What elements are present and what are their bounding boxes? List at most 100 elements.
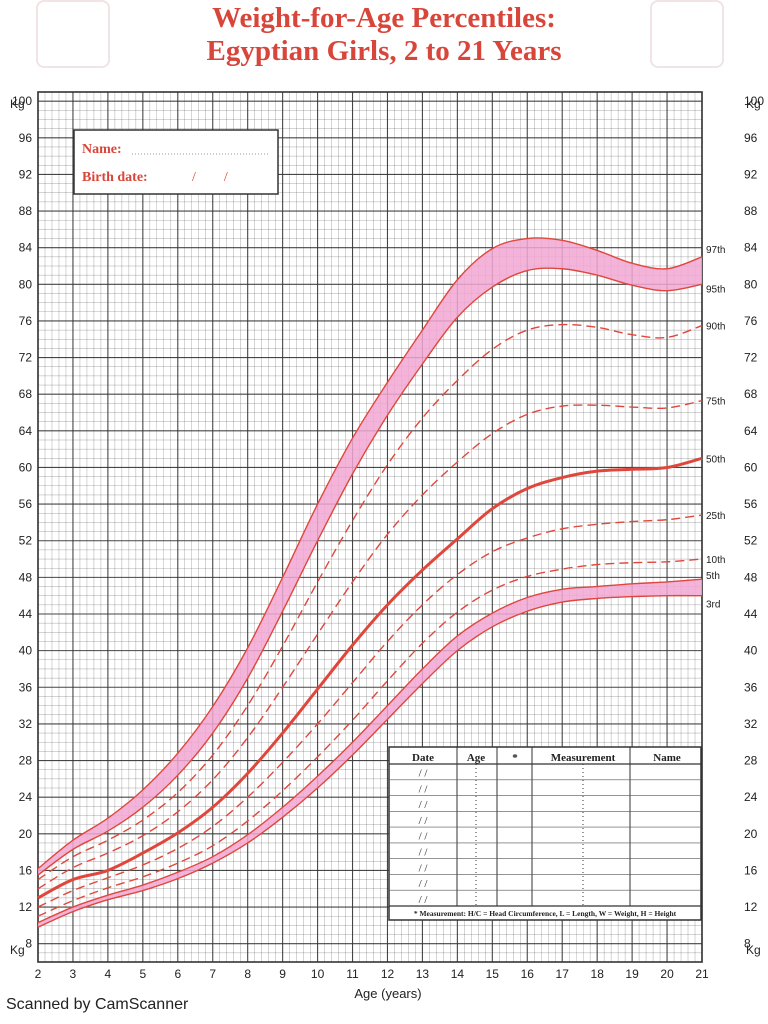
y-tick-label-right: 48 (744, 570, 758, 584)
chart-title-line-1: Weight-for-Age Percentiles: (212, 2, 556, 34)
y-tick-label-left: 32 (19, 717, 33, 731)
x-tick-label: 6 (174, 967, 181, 981)
y-tick-label-left: 8 (25, 937, 32, 951)
y-tick-label-right: 76 (744, 314, 758, 328)
y-tick-label-left: 28 (19, 754, 33, 768)
x-tick-label: 12 (381, 967, 395, 981)
y-tick-label-left: 92 (19, 167, 33, 181)
y-tick-label-left: 84 (19, 241, 33, 255)
record-footnote: * Measurement: H/C = Head Circumference,… (414, 909, 677, 918)
y-tick-label-right: 52 (744, 534, 758, 548)
birth-date-slashes: / / (192, 170, 228, 185)
curve-10th (37, 558, 703, 917)
record-date-mark: / / (419, 862, 429, 874)
series-label-97th: 97th (706, 245, 725, 256)
record-header-age: Age (467, 752, 485, 764)
curve-75th (37, 399, 703, 890)
x-tick-label: 21 (695, 967, 709, 981)
record-date-mark: / / (419, 847, 429, 859)
x-tick-label: 2 (35, 967, 42, 981)
y-tick-label-right: 8 (744, 937, 751, 951)
y-tick-label-left: 24 (19, 790, 33, 804)
record-header-date: Date (412, 752, 434, 764)
y-unit-label-top-left: Kg (10, 97, 25, 111)
record-date-mark: / / (419, 878, 429, 890)
y-tick-label-left: 36 (19, 680, 33, 694)
record-date-mark: / / (419, 768, 429, 780)
x-tick-label: 11 (346, 967, 359, 981)
y-tick-label-right: 36 (744, 680, 758, 694)
x-tick-label: 13 (416, 967, 430, 981)
name-box: Name: Birth date: / / (73, 129, 279, 195)
y-tick-label-right: 60 (744, 461, 758, 475)
x-tick-label: 9 (279, 967, 286, 981)
y-tick-label-left: 16 (19, 863, 33, 877)
y-tick-label-right: 20 (744, 827, 758, 841)
left-seal-watermark (36, 0, 110, 68)
curve-3rd (37, 594, 703, 928)
y-tick-label-left: 100 (12, 94, 32, 108)
measurement-record-table: Date Age * Measurement Name / / / / / / / /… (388, 746, 702, 921)
series-label-10th: 10th (706, 555, 725, 566)
percentile-curves (37, 237, 703, 928)
series-label-25th: 25th (706, 511, 725, 522)
x-tick-label: 19 (625, 967, 639, 981)
x-tick-label: 14 (451, 967, 465, 981)
y-unit-label-bottom-left: Kg (10, 943, 25, 957)
y-tick-label-left: 44 (19, 607, 33, 621)
y-tick-label-left: 64 (19, 424, 33, 438)
series-labels: 3rd 5th 10th 25th 50th 75th 90th 95th 97th (706, 245, 725, 611)
y-tick-label-left: 76 (19, 314, 33, 328)
series-label-95th: 95th (706, 284, 725, 295)
curve-25th (37, 514, 703, 908)
x-tick-label: 15 (486, 967, 500, 981)
record-header-star: * (512, 752, 518, 764)
y-unit-label-bottom-right: Kg (746, 943, 761, 957)
x-axis-labels: 2 3 4 5 6 7 8 9 10 11 12 13 14 15 16 17 18 19 20 21 (35, 967, 709, 981)
y-tick-label-left: 80 (19, 277, 33, 291)
birth-date-label: Birth date: (82, 170, 148, 185)
y-tick-label-left: 40 (19, 644, 33, 658)
x-tick-label: 16 (521, 967, 535, 981)
y-tick-label-left: 72 (19, 351, 33, 365)
curve-97th (37, 237, 703, 870)
record-date-mark: / / (419, 894, 429, 906)
y-tick-label-right: 84 (744, 241, 758, 255)
x-tick-label: 8 (244, 967, 251, 981)
record-date-mark: / / (419, 783, 429, 795)
y-tick-label-right: 68 (744, 387, 758, 401)
y-tick-label-right: 24 (744, 790, 758, 804)
y-axis-left-labels: 8 12 16 20 24 28 32 36 40 44 48 52 56 60 64 68 72 76 80 84 8… (12, 94, 32, 951)
y-axis-right-labels: 8 12 16 20 24 28 32 36 40 44 48 52 56 60 64 68 72 76 80 84 8… (744, 94, 764, 951)
x-tick-label: 4 (105, 967, 112, 981)
curve-50th (37, 456, 703, 900)
series-label-75th: 75th (706, 397, 725, 408)
y-tick-label-right: 56 (744, 497, 758, 511)
x-axis-title: Age (years) (354, 986, 421, 1001)
x-tick-label: 17 (556, 967, 570, 981)
y-tick-label-left: 68 (19, 387, 33, 401)
x-tick-label: 18 (591, 967, 605, 981)
x-tick-label: 7 (209, 967, 216, 981)
y-tick-label-right: 72 (744, 351, 758, 365)
record-date-mark: / / (419, 799, 429, 811)
record-date-mark: / / (419, 815, 429, 827)
y-tick-label-left: 96 (19, 131, 33, 145)
curve-95th (37, 267, 703, 876)
series-label-5th: 5th (706, 571, 720, 582)
y-tick-label-left: 48 (19, 570, 33, 584)
y-tick-label-right: 44 (744, 607, 758, 621)
y-tick-label-right: 32 (744, 717, 758, 731)
y-tick-label-right: 92 (744, 167, 758, 181)
name-label: Name: (82, 142, 122, 157)
x-tick-label: 10 (311, 967, 325, 981)
y-tick-label-left: 52 (19, 534, 33, 548)
x-tick-label: 20 (660, 967, 674, 981)
y-tick-label-left: 56 (19, 497, 33, 511)
chart-title-line-2: Egyptian Girls, 2 to 21 Years (206, 35, 562, 67)
y-tick-label-right: 28 (744, 754, 758, 768)
x-tick-label: 5 (139, 967, 146, 981)
right-seal-watermark (650, 0, 724, 68)
series-label-90th: 90th (706, 322, 725, 333)
y-tick-label-right: 12 (744, 900, 758, 914)
